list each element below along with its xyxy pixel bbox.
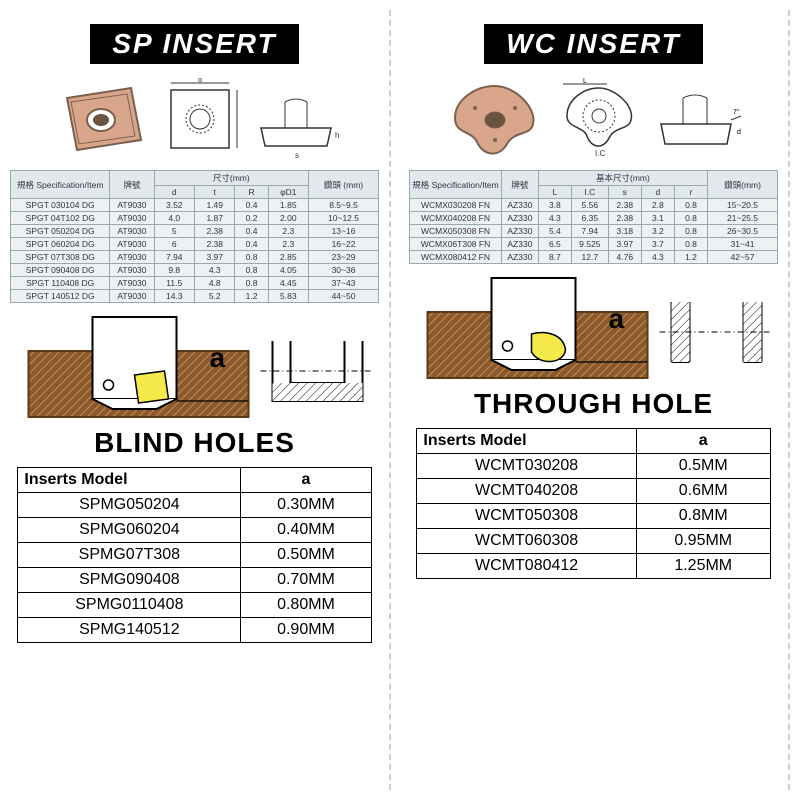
sp-drill-diagram: a [10,311,379,421]
wc-inserts-body: WCMT0302080.5MMWCMT0402080.6MMWCMT050308… [417,454,770,579]
sp-spec-table: 規格 Specification/Item 牌號 尺寸(mm) 鑽頭 (mm) … [10,170,379,303]
sp-insert-illustration: d h s [10,74,379,164]
wc-section-label: THROUGH HOLE [409,388,778,420]
svg-text:d: d [737,129,741,136]
wc-title: WC INSERT [484,24,703,64]
svg-text:a: a [210,342,226,373]
wc-insert-illustration: I.C L 7° d [409,74,778,164]
sp-section-label: BLIND HOLES [10,427,379,459]
svg-text:h: h [335,131,339,140]
wc-spec-table: 規格 Specification/Item 牌號 基本尺寸(mm) 鑽頭(mm)… [409,170,778,264]
svg-text:a: a [609,303,625,334]
sp-inserts-body: SPMG0502040.30MMSPMG0602040.40MMSPMG07T3… [18,493,371,643]
sp-title: SP INSERT [90,24,298,64]
svg-text:s: s [295,151,299,160]
wc-panel: WC INSERT I.C L 7° d 規格 Specific [409,10,790,790]
svg-text:d: d [198,78,202,84]
sp-panel: SP INSERT d h s 規 [10,10,391,790]
svg-text:L: L [583,78,587,85]
svg-text:I.C: I.C [595,149,605,158]
wc-inserts-table: Inserts Model a WCMT0302080.5MMWCMT04020… [416,428,770,579]
svg-text:7°: 7° [733,108,740,116]
wc-spec-body: WCMX030208 FNAZ3303.85.562.382.80.815~20… [410,199,778,264]
sp-spec-body: SPGT 030104 DGAT90303.521.490.41.858.5~9… [11,199,379,303]
wc-drill-diagram: a [409,272,778,382]
sp-inserts-table: Inserts Model a SPMG0502040.30MMSPMG0602… [17,467,371,643]
